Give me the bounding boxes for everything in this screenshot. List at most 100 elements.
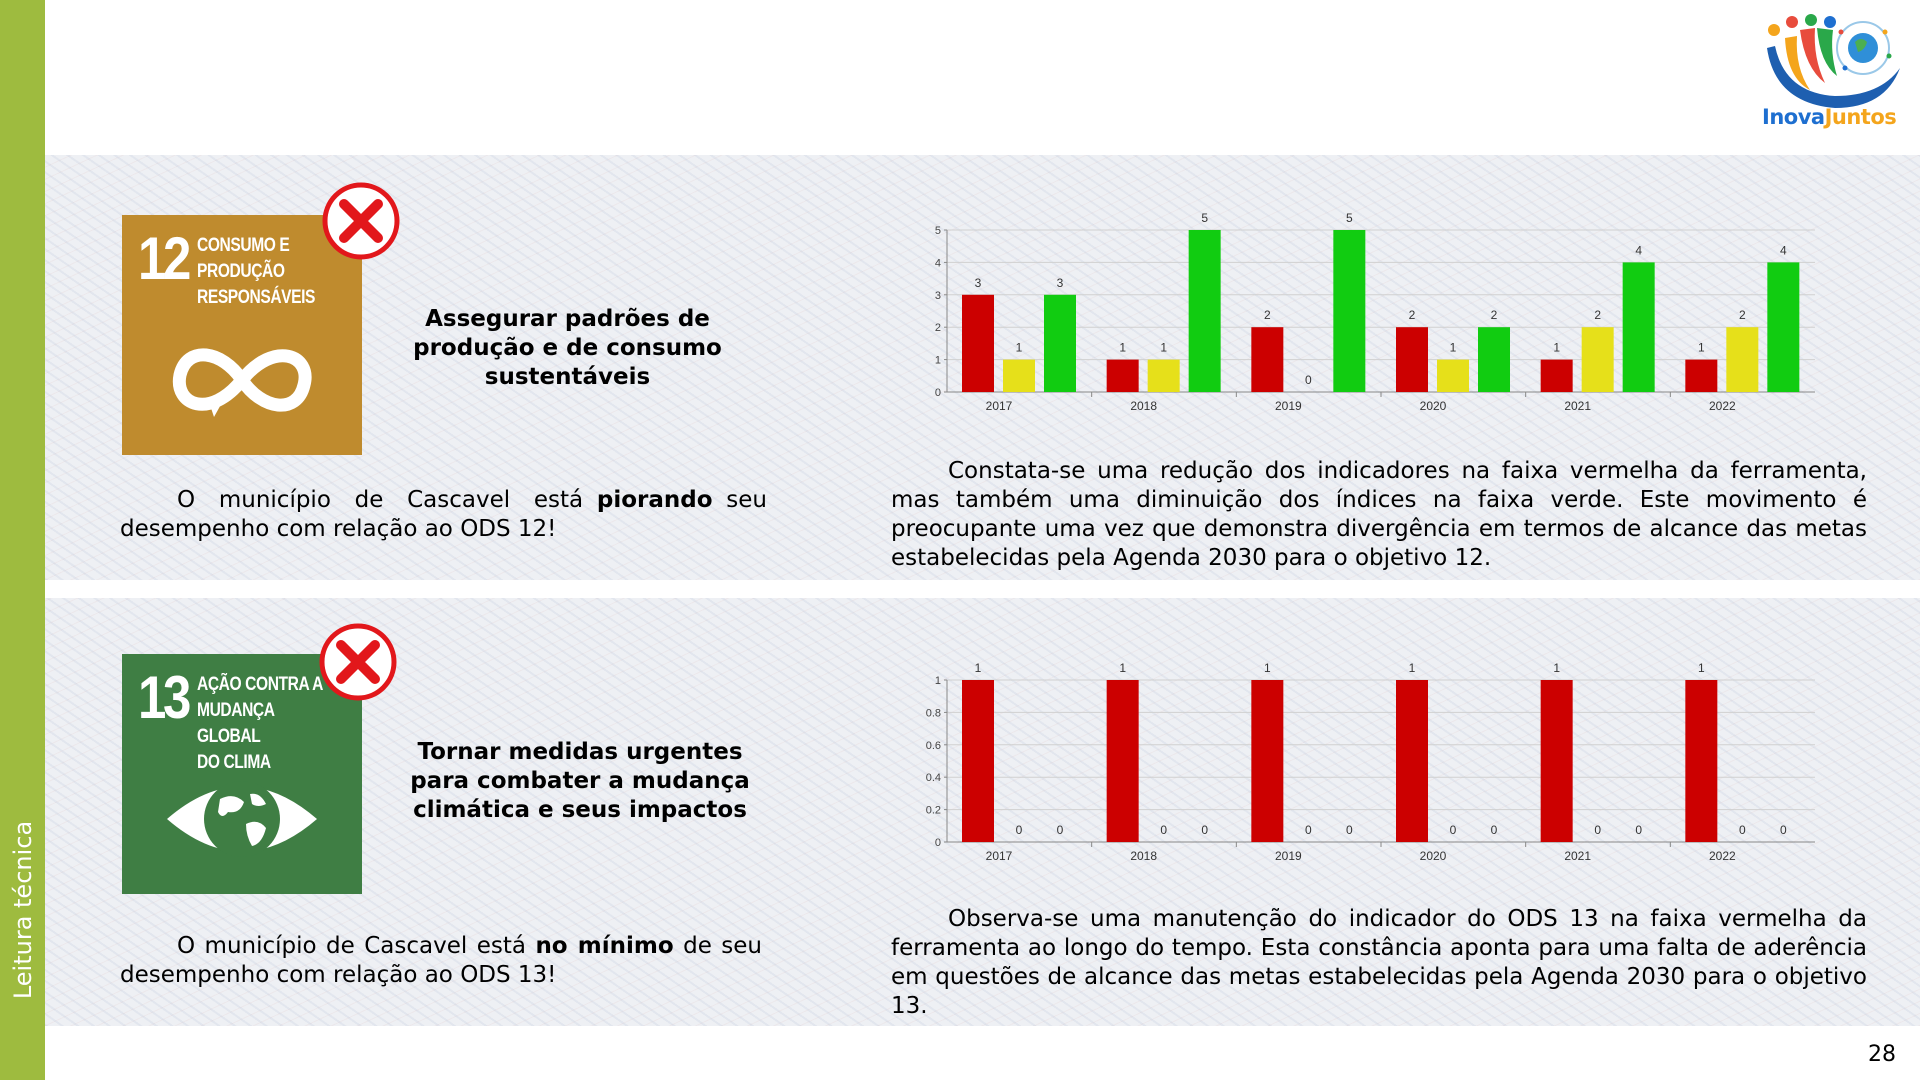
data-label: 0 xyxy=(1780,823,1787,837)
data-label: 0 xyxy=(1305,823,1312,837)
data-label: 2 xyxy=(1739,308,1746,322)
bar xyxy=(1726,327,1759,392)
data-label: 0 xyxy=(1491,823,1498,837)
data-label: 1 xyxy=(975,661,982,675)
data-label: 0 xyxy=(1635,823,1642,837)
x-tick-label: 2021 xyxy=(1564,849,1591,863)
bar xyxy=(1540,359,1573,392)
y-tick-label: 0 xyxy=(935,837,941,849)
bar xyxy=(1333,230,1366,392)
bar xyxy=(1106,359,1139,392)
bar xyxy=(1147,359,1180,392)
sdg13-description: Observa-se uma manutenção do indicador d… xyxy=(891,905,1867,1021)
data-label: 3 xyxy=(975,276,982,290)
bar xyxy=(1003,359,1035,392)
bar xyxy=(1396,327,1428,392)
logo-text-part2: Juntos xyxy=(1824,105,1897,129)
sdg13-status-pre: O município de Cascavel está xyxy=(177,933,526,959)
y-tick-label: 0.6 xyxy=(926,740,941,752)
x-tick-label: 2019 xyxy=(1275,399,1302,413)
data-label: 4 xyxy=(1780,243,1787,257)
data-label: 4 xyxy=(1635,243,1642,257)
bar xyxy=(962,680,994,842)
x-tick-label: 2017 xyxy=(986,849,1013,863)
data-label: 2 xyxy=(1594,308,1601,322)
bar xyxy=(1581,327,1614,392)
sdg13-goal-line: Tornar medidas urgentes xyxy=(417,739,743,765)
data-label: 2 xyxy=(1491,308,1498,322)
bar xyxy=(962,294,994,392)
data-label: 3 xyxy=(1057,276,1064,290)
sdg12-bar-chart: 0 1 2 3 4 5 3 1 3 2017 1 1 5 2018 2 0 5 2019 2 1 2 2020 1 2 4 202… xyxy=(935,211,1815,413)
data-label: 1 xyxy=(1450,341,1457,355)
sdg13-number: 13 xyxy=(138,664,191,731)
page-number: 28 xyxy=(1868,1042,1896,1067)
y-tick-label: 2 xyxy=(935,322,941,334)
bar xyxy=(1044,294,1076,392)
sdg13-title-line: AÇÃO CONTRA A xyxy=(197,674,323,695)
data-label: 0 xyxy=(1016,823,1023,837)
sdg13-status: O município de Cascavel está no mínimo d… xyxy=(120,932,762,990)
sdg13-goal-line: para combater a mudança xyxy=(410,768,750,794)
x-mark-icon xyxy=(322,182,400,260)
sdg12-title-line: CONSUMO E xyxy=(197,235,290,256)
y-tick-label: 3 xyxy=(935,290,941,302)
data-label: 1 xyxy=(1553,661,1560,675)
data-label: 1 xyxy=(1698,341,1705,355)
bar xyxy=(1251,327,1284,392)
x-tick-label: 2020 xyxy=(1420,849,1447,863)
eye-globe-icon xyxy=(167,781,317,857)
data-label: 5 xyxy=(1346,211,1353,225)
data-label: 1 xyxy=(1016,341,1023,355)
sidebar: Leitura técnica xyxy=(0,0,45,1080)
x-tick-label: 2019 xyxy=(1275,849,1302,863)
bar xyxy=(1478,327,1510,392)
sdg12-description: Constata-se uma redução dos indicadores … xyxy=(891,457,1867,573)
sdg12-title: CONSUMO E PRODUÇÃO RESPONSÁVEIS xyxy=(197,233,328,311)
data-label: 5 xyxy=(1201,211,1208,225)
bar xyxy=(1622,262,1655,392)
data-label: 2 xyxy=(1409,308,1416,322)
sdg13-title-line: MUDANÇA GLOBAL xyxy=(197,700,275,747)
data-label: 1 xyxy=(1119,661,1126,675)
x-tick-label: 2018 xyxy=(1130,849,1157,863)
sidebar-label-wrap: Leitura técnica xyxy=(8,790,38,1030)
infinity-icon xyxy=(172,348,312,417)
sdg13-description-text: Observa-se uma manutenção do indicador d… xyxy=(891,906,1867,1019)
sdg13-title-line: DO CLIMA xyxy=(197,752,271,773)
data-label: 0 xyxy=(1057,823,1064,837)
y-tick-label: 0.2 xyxy=(926,805,941,817)
bar xyxy=(1437,359,1469,392)
y-tick-label: 1 xyxy=(935,675,941,687)
sdg12-goal-line: Assegurar padrões de xyxy=(425,306,710,332)
data-label: 2 xyxy=(1264,308,1271,322)
data-label: 0 xyxy=(1739,823,1746,837)
sdg12-goal-line: produção e de consumo xyxy=(413,335,722,361)
bar xyxy=(1767,262,1800,392)
sdg13-goal-line: climática e seus impactos xyxy=(413,797,747,823)
bar xyxy=(1106,680,1139,842)
x-tick-label: 2018 xyxy=(1130,399,1157,413)
sdg12-goal-line: sustentáveis xyxy=(484,364,651,390)
data-label: 0 xyxy=(1305,373,1312,387)
sdg13-status-post: de seu desempenho com relação ao ODS 13! xyxy=(120,933,763,988)
sdg13-tile: 13 AÇÃO CONTRA A MUDANÇA GLOBAL DO CLIMA xyxy=(122,654,362,894)
bar xyxy=(1685,359,1718,392)
y-tick-label: 0 xyxy=(935,387,941,399)
y-tick-label: 4 xyxy=(935,257,941,269)
y-tick-label: 0.8 xyxy=(926,707,941,719)
y-tick-label: 5 xyxy=(935,225,941,237)
x-mark-icon xyxy=(319,623,397,701)
sdg12-number: 12 xyxy=(138,225,191,292)
sdg12-goal: Assegurar padrões de produção e de consu… xyxy=(400,305,735,392)
x-tick-label: 2022 xyxy=(1709,399,1736,413)
data-label: 1 xyxy=(1264,661,1271,675)
x-tick-label: 2017 xyxy=(986,399,1013,413)
bar xyxy=(1188,230,1221,392)
logo-text-part1: Inova xyxy=(1762,105,1825,129)
sdg12-title-line: RESPONSÁVEIS xyxy=(197,287,316,308)
sdg12-status: O município de Cascavel está piorando se… xyxy=(120,486,767,544)
y-tick-label: 0.4 xyxy=(926,772,941,784)
sdg12-status-post: seu desempenho com relação ao ODS 12! xyxy=(120,487,768,542)
